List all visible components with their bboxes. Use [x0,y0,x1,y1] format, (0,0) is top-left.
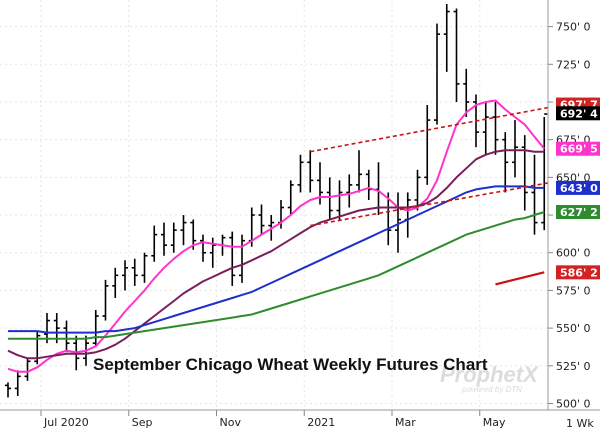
ohlc-bar [414,169,421,211]
ohlc-bar [14,370,21,396]
watermark-sub: powered by DTN [461,385,522,394]
ohlc-bar [122,260,128,291]
ohlc-bar [297,154,304,193]
series-line-ma-40 [8,185,545,334]
ohlc-bar [102,279,109,321]
time-axis-tick-label: Nov [220,416,242,429]
ohlc-bar [541,113,548,231]
ohlc-bar [434,23,440,125]
series-line-ma-long [8,211,545,340]
time-axis-tick-label: Sep [132,416,153,429]
ohlc-bar [92,310,99,347]
ohlc-bar [180,215,187,246]
badge-ma-short-label: 669' 5 [560,143,598,156]
badge-ma-short: 669' 5 [556,141,600,156]
ohlc-bar [482,101,489,155]
badge-current-price-bg [556,106,600,121]
ohlc-bar [463,68,470,118]
ohlc-bar [307,150,314,193]
watermark: ProphetX powered by DTN [440,362,539,394]
price-axis-tick-label: 550' 0 [556,322,591,335]
ohlc-bar [492,101,499,155]
ohlc-bar [453,8,460,102]
time-axis-tick-label: May [483,416,506,429]
ohlc-bar [63,320,70,353]
period-label: 1 Wk [566,417,594,430]
ohlc-bar [521,135,528,211]
badge-trend-segment-bg [556,265,600,280]
badge-ma-long: 627' 2 [556,205,600,220]
badge-current-price: 692' 4 [556,106,600,121]
ohlc-bar [112,267,119,298]
grid-group [0,0,548,410]
price-bars [5,4,548,398]
badge-current-price-label: 692' 4 [560,107,598,120]
price-axis-tick-label: 750' 0 [556,21,591,34]
badge-ma-long-label: 627' 2 [560,206,598,219]
ohlc-bar [512,120,518,178]
trend-lines [310,105,555,286]
series-line-ma-medium [7,149,545,360]
price-axis-panel [548,0,600,410]
ohlc-bar [502,132,509,193]
badge-trend-segment-label: 586' 2 [560,266,598,279]
badge-ma-short-bg [556,141,600,156]
chart-title: September Chicago Wheat Weekly Futures C… [93,355,488,374]
time-axis-tick-label: 2021 [307,416,335,429]
ohlc-bar [170,222,177,253]
ohlc-bar [229,231,236,286]
ohlc-bar [24,358,31,381]
ohlc-bar [151,225,158,262]
ohlc-bar [200,234,206,262]
ohlc-bar [336,180,343,220]
badge-ma-40-label: 643' 0 [560,182,598,195]
badge-ma-40-bg [556,180,600,195]
ohlc-bar [443,4,450,72]
time-axis-tick-label: Mar [395,416,416,429]
trend-channel-upper [310,105,555,153]
price-axis-tick-label: 600' 0 [556,247,591,260]
moving-average-lines [7,99,546,373]
price-axis-tick-label: 500' 0 [556,397,591,410]
ohlc-bar [424,105,431,185]
ohlc-bar [5,382,11,398]
price-axis-tick-label: 725' 0 [556,58,591,71]
ohlc-bar [141,252,148,283]
badge-trend-segment: 586' 2 [556,265,600,280]
ohlc-bar [131,258,138,286]
ohlc-bar [326,177,333,220]
trend-segment [495,271,545,286]
series-line-ma-short [7,99,546,373]
ohlc-bar [161,222,167,256]
ohlc-bar [258,204,265,235]
badge-ma-long-bg [556,205,600,220]
price-axis-tick-label: 525' 0 [556,360,591,373]
watermark-main: ProphetX [440,362,539,387]
time-axis-tick-label: Jul 2020 [43,416,89,429]
ohlc-bar [531,154,538,235]
ohlc-bar [346,174,353,208]
ohlc-bar [395,192,401,253]
price-axis-tick-label: 575' 0 [556,284,591,297]
badge-ma-40: 643' 0 [556,180,600,195]
time-axis: Jul 2020 Sep Nov 2021 Mar May [40,410,506,429]
ohlc-bar [356,150,362,193]
ohlc-bar [239,234,245,283]
trend-channel-lower [310,181,555,227]
ohlc-bar [287,180,294,216]
